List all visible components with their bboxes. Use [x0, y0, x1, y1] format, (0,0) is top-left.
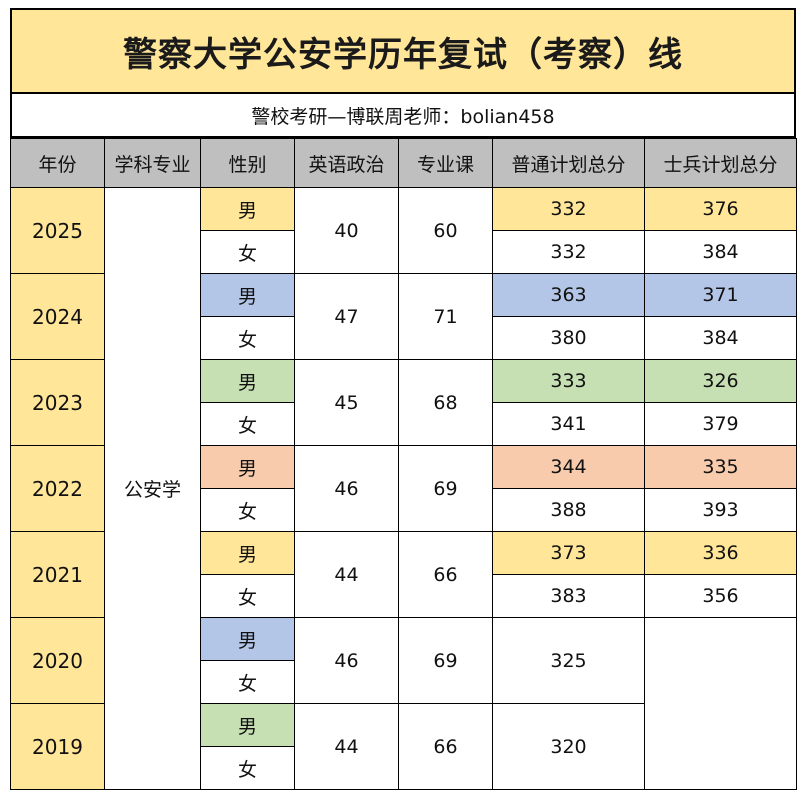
major-course-cell: 69 — [398, 445, 493, 532]
table-row: 2023 男 45 68 333 326 — [10, 359, 797, 446]
header-major: 学科专业 — [104, 138, 201, 188]
soldier-male-score: 376 — [644, 187, 797, 231]
gender-female: 女 — [200, 488, 295, 532]
year-cell: 2019 — [10, 703, 105, 790]
page-title: 警察大学公安学历年复试（考察）线 — [10, 8, 796, 94]
gender-female: 女 — [200, 230, 295, 274]
gender-female: 女 — [200, 660, 295, 704]
soldier-female-score: 384 — [644, 316, 797, 360]
year-cell: 2021 — [10, 531, 105, 618]
header-regular-total: 普通计划总分 — [492, 138, 645, 188]
gender-male: 男 — [200, 531, 295, 575]
regular-total-score: 325 — [492, 617, 645, 704]
table-row: 2020 男 46 69 325 — [10, 617, 797, 790]
regular-female-score: 332 — [492, 230, 645, 274]
gender-female: 女 — [200, 574, 295, 618]
regular-male-score: 332 — [492, 187, 645, 231]
major-course-cell: 69 — [398, 617, 493, 704]
gender-female: 女 — [200, 402, 295, 446]
soldier-female-score: 356 — [644, 574, 797, 618]
major-cell: 公安学 — [104, 187, 201, 790]
english-politics-cell: 46 — [294, 617, 399, 704]
gender-male: 男 — [200, 273, 295, 317]
regular-female-score: 380 — [492, 316, 645, 360]
regular-male-score: 363 — [492, 273, 645, 317]
year-cell: 2025 — [10, 187, 105, 274]
year-cell: 2023 — [10, 359, 105, 446]
table-row: 2024 男 47 71 363 371 — [10, 273, 797, 360]
gender-female: 女 — [200, 746, 295, 790]
major-course-cell: 68 — [398, 359, 493, 446]
table-row: 2019 男 44 66 320 — [10, 703, 797, 790]
major-course-cell: 71 — [398, 273, 493, 360]
major-course-cell: 66 — [398, 703, 493, 790]
english-politics-cell: 45 — [294, 359, 399, 446]
table-row: 2025 公安学 男 40 60 332 376 — [10, 187, 797, 790]
header-english-politics: 英语政治 — [294, 138, 399, 188]
table-row: 女 383 356 — [11, 574, 797, 618]
table-row: 女 — [11, 746, 797, 790]
table-row: 2022 男 46 69 344 335 — [10, 445, 797, 532]
english-politics-cell: 40 — [294, 187, 399, 274]
table-row: 2021 男 44 66 373 336 — [10, 531, 797, 618]
soldier-female-score: 393 — [644, 488, 797, 532]
soldier-female-score: 379 — [644, 402, 797, 446]
regular-female-score: 341 — [492, 402, 645, 446]
regular-total-score: 320 — [492, 703, 645, 790]
header-year: 年份 — [10, 138, 105, 188]
regular-female-score: 383 — [492, 574, 645, 618]
soldier-female-score: 384 — [644, 230, 797, 274]
header-major-course: 专业课 — [398, 138, 493, 188]
year-cell: 2020 — [10, 617, 105, 704]
score-sheet: 警察大学公安学历年复试（考察）线 警校考研—博联周老师：bolian458 年份… — [10, 8, 797, 792]
soldier-male-score: 335 — [644, 445, 797, 489]
gender-female: 女 — [200, 316, 295, 360]
gender-male: 男 — [200, 703, 295, 747]
soldier-empty-cell — [644, 617, 797, 790]
english-politics-cell: 44 — [294, 531, 399, 618]
gender-male: 男 — [200, 617, 295, 661]
regular-male-score: 344 — [492, 445, 645, 489]
major-course-cell: 66 — [398, 531, 493, 618]
major-course-cell: 60 — [398, 187, 493, 274]
soldier-male-score: 326 — [644, 359, 797, 403]
regular-male-score: 373 — [492, 531, 645, 575]
english-politics-cell: 44 — [294, 703, 399, 790]
table-row: 女 — [11, 660, 797, 704]
year-cell: 2022 — [10, 445, 105, 532]
gender-male: 男 — [200, 445, 295, 489]
english-politics-cell: 47 — [294, 273, 399, 360]
regular-male-score: 333 — [492, 359, 645, 403]
gender-male: 男 — [200, 359, 295, 403]
year-cell: 2024 — [10, 273, 105, 360]
english-politics-cell: 46 — [294, 445, 399, 532]
soldier-male-score: 371 — [644, 273, 797, 317]
soldier-male-score: 336 — [644, 531, 797, 575]
header-soldier-total: 士兵计划总分 — [644, 138, 797, 188]
score-table: 年份 学科专业 性别 英语政治 专业课 普通计划总分 士兵计划总分 2025 公… — [10, 138, 797, 790]
table-row: 女 341 379 — [11, 402, 797, 446]
gender-male: 男 — [200, 187, 295, 231]
table-row: 女 380 384 — [11, 316, 797, 360]
page-subtitle: 警校考研—博联周老师：bolian458 — [10, 94, 796, 138]
table-header-row: 年份 学科专业 性别 英语政治 专业课 普通计划总分 士兵计划总分 — [10, 138, 797, 188]
regular-female-score: 388 — [492, 488, 645, 532]
header-gender: 性别 — [200, 138, 295, 188]
table-row: 女 332 384 — [11, 230, 797, 274]
